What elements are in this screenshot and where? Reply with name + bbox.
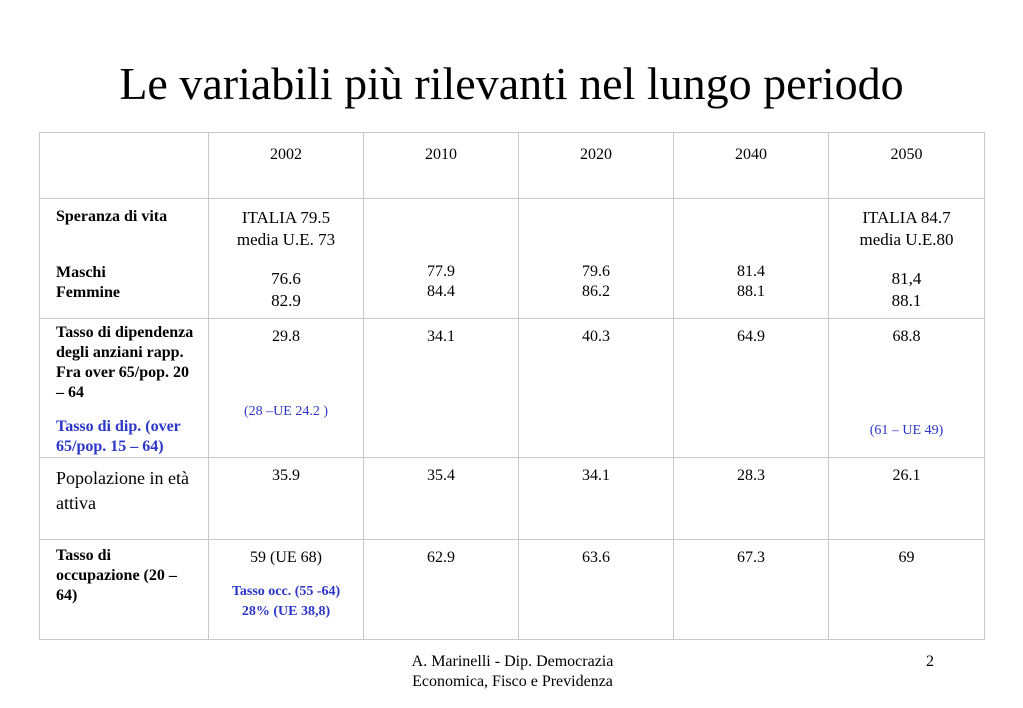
femmine-2050: 88.1 <box>891 291 922 310</box>
pop-label: Popolazione in età attiva <box>39 457 209 540</box>
pop-2040: 28.3 <box>673 457 829 540</box>
dep-2040: 64.9 <box>673 318 829 458</box>
italia-2050: ITALIA 84.7 <box>862 208 951 227</box>
dependency-label: Tasso di dipendenza degli anziani rapp. … <box>56 324 194 401</box>
year-2010: 2010 <box>363 132 519 199</box>
dep-2020: 40.3 <box>518 318 674 458</box>
femmine-2040: 88.1 <box>737 283 765 300</box>
maschi-2002: 76.6 <box>271 269 301 288</box>
maschi-2010: 77.9 <box>427 263 455 280</box>
dep-2010: 34.1 <box>363 318 519 458</box>
year-2002: 2002 <box>208 132 364 199</box>
ue-2050: media U.E.80 <box>859 230 954 249</box>
dependency-label-alt: Tasso di dip. (over 65/pop. 15 – 64) <box>56 418 181 455</box>
occ-2002: 59 (UE 68) <box>250 549 322 566</box>
dependency-row: Tasso di dipendenza degli anziani rapp. … <box>39 318 985 458</box>
italia-2002: ITALIA 79.5 <box>241 208 331 227</box>
occ-2020: 63.6 <box>518 539 674 640</box>
dep-2050: 68.8 <box>892 328 921 345</box>
active-population-row: Popolazione in età attiva 35.9 35.4 34.1… <box>39 457 985 540</box>
life-2050-cell: ITALIA 84.7 media U.E.80 81,4 88.1 <box>828 198 985 319</box>
life-2010-cell: 77.9 84.4 <box>363 198 519 319</box>
occ-note-2002: Tasso occ. (55 -64) 28% (UE 38,8) <box>231 584 341 619</box>
occ-2050: 69 <box>828 539 985 640</box>
occ-2002-cell: 59 (UE 68) Tasso occ. (55 -64) 28% (UE 3… <box>208 539 364 640</box>
page-number: 2 <box>926 653 934 670</box>
life-2040-cell: 81.4 88.1 <box>673 198 829 319</box>
employment-row: Tasso di occupazione (20 – 64) 59 (UE 68… <box>39 539 985 640</box>
dep-2002-cell: 29.8 (28 –UE 24.2 ) <box>208 318 364 458</box>
corner-cell <box>39 132 209 199</box>
footer-line-1: A. Marinelli - Dip. Democrazia <box>411 653 614 670</box>
ue-2002: media U.E. 73 <box>236 230 336 249</box>
life-2002-cell: ITALIA 79.5 media U.E. 73 76.6 82.9 <box>208 198 364 319</box>
pop-2020: 34.1 <box>518 457 674 540</box>
dep-2002: 29.8 <box>272 328 300 345</box>
slide-title: Le variabili più rilevanti nel lungo per… <box>119 58 904 109</box>
pop-2050: 26.1 <box>828 457 985 540</box>
life-expectancy-row: Speranza di vita Maschi Femmine ITALIA 7… <box>39 198 985 319</box>
dependency-label-cell: Tasso di dipendenza degli anziani rapp. … <box>39 318 209 458</box>
maschi-2020: 79.6 <box>582 263 610 280</box>
occ-2040: 67.3 <box>673 539 829 640</box>
life-2020-cell: 79.6 86.2 <box>518 198 674 319</box>
femmine-2020: 86.2 <box>582 283 610 300</box>
occ-2010: 62.9 <box>363 539 519 640</box>
footer-credit: A. Marinelli - Dip. Democrazia Economica… <box>360 652 665 692</box>
maschi-label: Maschi <box>56 264 106 281</box>
occ-label: Tasso di occupazione (20 – 64) <box>39 539 209 640</box>
year-2020: 2020 <box>518 132 674 199</box>
maschi-2040: 81.4 <box>737 263 765 280</box>
dep-note-2002: (28 –UE 24.2 ) <box>244 404 328 419</box>
footer-line-2: Economica, Fisco e Previdenza <box>412 673 613 690</box>
year-2040: 2040 <box>673 132 829 199</box>
femmine-2002: 82.9 <box>271 291 301 310</box>
dep-2050-cell: 68.8 (61 – UE 49) <box>828 318 985 458</box>
maschi-2050: 81,4 <box>891 269 922 288</box>
header-row: 2002 2010 2020 2040 2050 <box>39 132 985 199</box>
life-label-cell: Speranza di vita Maschi Femmine <box>39 198 209 319</box>
pop-2010: 35.4 <box>363 457 519 540</box>
femmine-label: Femmine <box>56 284 120 301</box>
life-label: Speranza di vita <box>56 208 168 225</box>
pop-2002: 35.9 <box>208 457 364 540</box>
dep-note-2050: (61 – UE 49) <box>869 423 944 438</box>
femmine-2010: 84.4 <box>427 283 455 300</box>
year-2050: 2050 <box>828 132 985 199</box>
data-table: 2002 2010 2020 2040 2050 Speranza di vit… <box>39 132 985 640</box>
